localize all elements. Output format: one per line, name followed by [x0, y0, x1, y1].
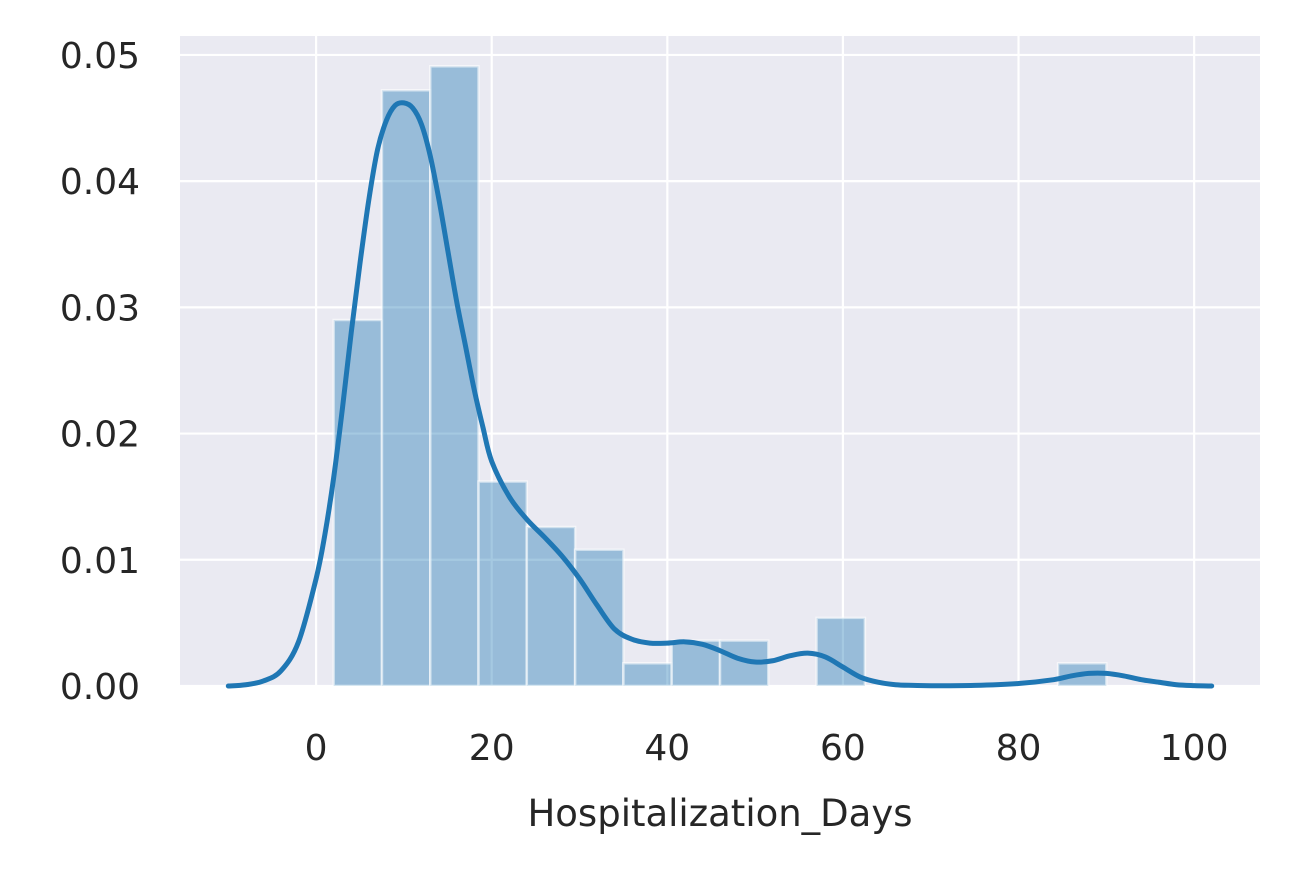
kde-curve-group — [225, 100, 1215, 689]
y-tick-label: 0.00 — [60, 667, 140, 708]
y-tick-label: 0.02 — [60, 415, 140, 456]
x-tick-label: 60 — [820, 728, 866, 769]
y-tick-label: 0.05 — [60, 36, 140, 77]
histogram-bar — [573, 548, 625, 688]
plot-background — [180, 36, 1260, 686]
kde-curve — [225, 100, 1215, 689]
x-axis-label: Hospitalization_Days — [527, 792, 912, 835]
y-tick-label: 0.04 — [60, 162, 140, 203]
histogram-bar — [477, 480, 529, 688]
x-axis-ticks: 0 20 40 60 80 100 — [305, 728, 1229, 769]
x-tick-label: 0 — [305, 728, 328, 769]
x-tick-label: 20 — [469, 728, 515, 769]
histogram-bar — [380, 89, 432, 688]
y-tick-label: 0.01 — [60, 541, 140, 582]
x-tick-label: 40 — [644, 728, 690, 769]
x-tick-label: 100 — [1160, 728, 1229, 769]
histogram-bar — [332, 318, 384, 688]
histogram-bar — [525, 525, 577, 688]
y-tick-label: 0.03 — [60, 288, 140, 329]
x-tick-label: 80 — [996, 728, 1042, 769]
histogram-bar — [622, 662, 673, 688]
y-axis-ticks: 0.00 0.01 0.02 0.03 0.04 0.05 — [60, 36, 140, 708]
